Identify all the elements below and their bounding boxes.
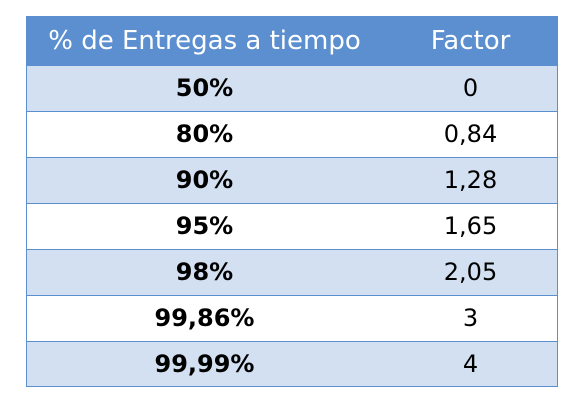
factor-cell: 0,84 <box>443 120 498 148</box>
factor-cell: 1,65 <box>443 212 498 240</box>
percent-cell: 99,99% <box>154 350 255 379</box>
factor-cell: 0 <box>462 74 479 102</box>
factor-cell: 1,28 <box>443 166 498 194</box>
factor-cell: 3 <box>462 304 479 332</box>
percent-cell: 95% <box>175 212 234 240</box>
table-row: 99,86% 3 <box>27 295 557 341</box>
factor-cell: 2,05 <box>443 258 498 286</box>
table-row: 95% 1,65 <box>27 203 557 249</box>
table-row: 99,99% 4 <box>27 341 557 386</box>
header-on-time-deliveries: % de Entregas a tiempo <box>48 25 361 56</box>
header-row: % de Entregas a tiempo Factor <box>27 17 557 65</box>
table-row: 50% 0 <box>27 65 557 111</box>
service-factor-table: % de Entregas a tiempo Factor 50% 0 80% … <box>27 17 557 386</box>
header-factor: Factor <box>430 25 511 56</box>
table-header: % de Entregas a tiempo Factor <box>27 17 557 65</box>
percent-cell: 98% <box>175 258 234 286</box>
factor-table-container: % de Entregas a tiempo Factor 50% 0 80% … <box>26 16 558 387</box>
factor-cell: 4 <box>462 350 479 379</box>
percent-cell: 99,86% <box>154 304 255 332</box>
table-body: 50% 0 80% 0,84 90% 1,28 95% 1,65 98% 2,0… <box>27 65 557 386</box>
percent-cell: 50% <box>175 74 234 102</box>
table-row: 80% 0,84 <box>27 111 557 157</box>
percent-cell: 90% <box>175 166 234 194</box>
table-row: 90% 1,28 <box>27 157 557 203</box>
percent-cell: 80% <box>175 120 234 148</box>
table-row: 98% 2,05 <box>27 249 557 295</box>
